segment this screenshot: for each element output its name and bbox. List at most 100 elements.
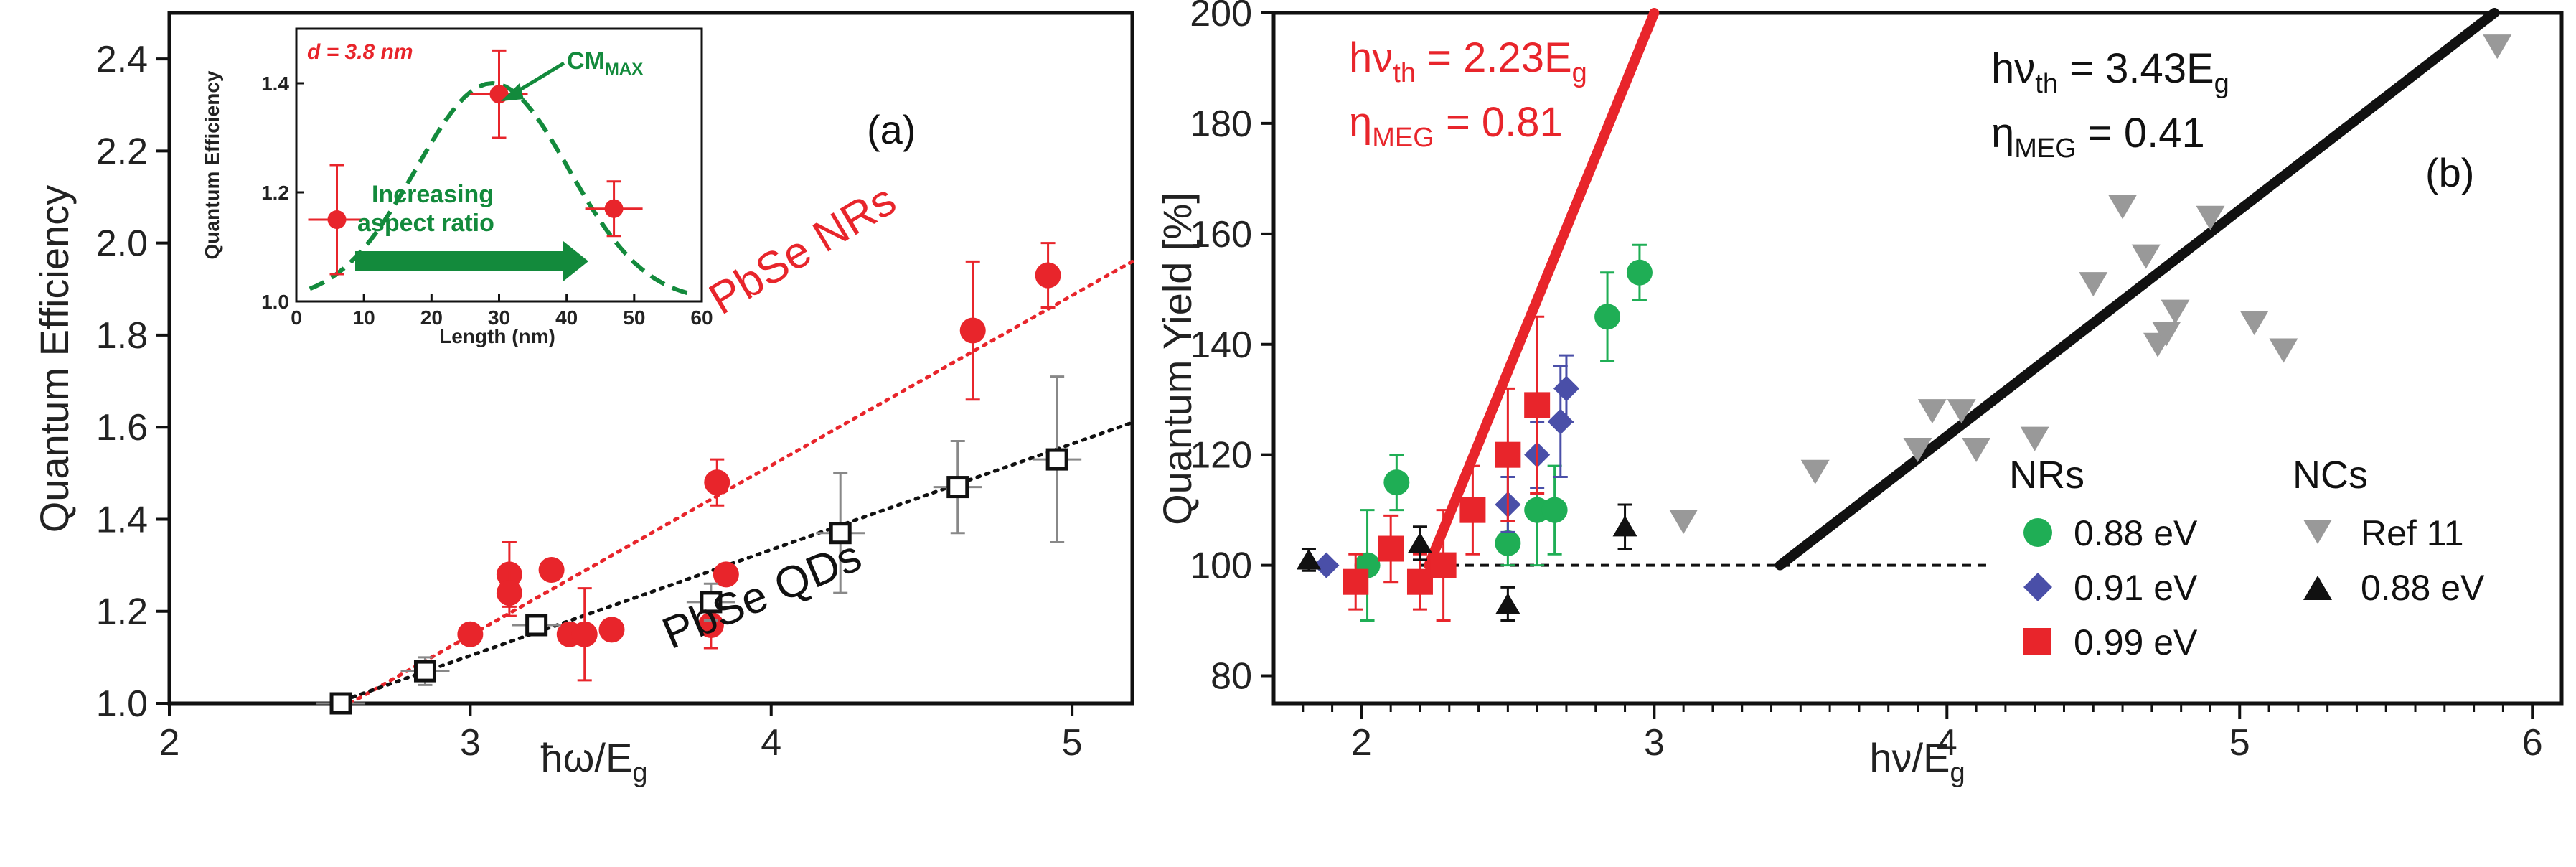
panel-b-data-point-3 — [1669, 510, 1698, 535]
panel-a-ytick-label: 2.2 — [96, 131, 148, 172]
inset-xtick-label: 0 — [291, 306, 302, 329]
panel-b-fit-line-1 — [1774, 8, 2500, 571]
legend-marker-ref11 — [2303, 520, 2332, 544]
panel-b-data-point-0 — [1495, 530, 1521, 556]
legend-marker-nr-088 — [2023, 518, 2052, 547]
panel-b-ytick-label: 80 — [1211, 656, 1252, 698]
inset-ytick-label: 1.2 — [261, 182, 289, 204]
legend-text-nr-091: 0.91 eV — [2074, 568, 2198, 608]
panel-b-data-point-3 — [2131, 244, 2161, 269]
nc-hv-value: = 3.43E — [2058, 45, 2214, 92]
panel-b-data-point-3 — [2020, 426, 2049, 451]
panel-a-fit-line-1 — [333, 421, 1134, 706]
nr-eta-main: η — [1349, 99, 1372, 146]
nr-data-point — [697, 611, 724, 638]
pbse-qds-label: PbSe QDs — [656, 531, 869, 659]
panel-a-xtick-label: 3 — [460, 722, 481, 764]
panel-a-ytick-label: 1.4 — [96, 499, 148, 540]
nr-data-point — [538, 557, 565, 584]
panel-b-data-point-1 — [1313, 552, 1340, 578]
qd-data-point — [946, 476, 969, 499]
qd-data-point — [525, 614, 548, 637]
panel-b-xtick-label: 5 — [2229, 722, 2250, 764]
nr-threshold-label: hνth = 2.23Eg — [1349, 34, 1587, 88]
legend: NRs NCs 0.88 eV 0.91 eV 0.99 eV Ref 11 0… — [2009, 454, 2485, 662]
panel-b-xtick-label: 3 — [1644, 722, 1665, 764]
inset-xtick-label: 20 — [420, 306, 443, 329]
nr-data-point — [1035, 262, 1061, 289]
panel-a-xtick-label: 4 — [761, 722, 781, 764]
inset-xtick-label: 40 — [555, 306, 578, 329]
qd-data-point — [829, 522, 852, 545]
inset-xtick-label: 10 — [353, 306, 375, 329]
panel-b-data-point-1 — [1553, 375, 1579, 402]
nc-hv-sub: th — [2035, 69, 2058, 99]
panel-b-data-point-4 — [1495, 593, 1520, 614]
panel-a-ytick-label: 2.0 — [96, 223, 148, 265]
panel-b-data-point-3 — [2079, 272, 2108, 297]
nc-eta-label: ηMEG = 0.41 — [1991, 110, 2205, 164]
panel-b-ytick-label: 120 — [1190, 435, 1252, 477]
panel-a-xtick-label: 5 — [1062, 722, 1083, 764]
nr-eta-value: = 0.81 — [1434, 99, 1563, 146]
panel-b-data-point-0 — [1626, 259, 1653, 286]
panel-b-ylabel: Quantum Yield [%] — [1155, 192, 1200, 525]
nr-data-point — [598, 617, 625, 643]
panel-b-data-point-2 — [1524, 392, 1551, 418]
panel-b-data-point-4 — [1296, 548, 1321, 570]
nr-eta-label: ηMEG = 0.81 — [1349, 99, 1563, 153]
panel-a-xtick-label: 2 — [159, 722, 180, 764]
inset-ylabel: Quantum Efficiency — [201, 70, 223, 259]
legend-group-nrs: NRs — [2009, 454, 2084, 497]
panel-b-xlabel: hν/Eg — [1869, 735, 1965, 788]
inset-data-point — [604, 199, 624, 218]
legend-group-ncs: NCs — [2293, 454, 2368, 497]
panel-b-data-point-2 — [1343, 568, 1369, 595]
legend-text-nc-088: 0.88 eV — [2361, 568, 2485, 608]
panel-b-xtick-label: 4 — [1937, 722, 1957, 764]
inset-bg — [271, 26, 709, 342]
panel-b-data-point-3 — [2483, 34, 2512, 60]
nc-eta-main: η — [1991, 110, 2014, 156]
panel-b-xlabel-sub: g — [1950, 758, 1965, 788]
inset-ytick-label: 1.0 — [261, 291, 289, 313]
panel-b-ytick-label: 200 — [1190, 0, 1252, 34]
panel-a-ytick-label: 1.0 — [96, 683, 148, 725]
inset-xtick-label: 30 — [488, 306, 510, 329]
panel-a-frame — [167, 11, 1134, 706]
nr-hv-sub: th — [1393, 58, 1416, 88]
legend-marker-nr-091 — [2023, 573, 2052, 601]
panel-b-data-point-3 — [1903, 437, 1932, 462]
panel-b-data-point-3 — [1800, 459, 1830, 484]
nr-hv-main: hν — [1349, 34, 1393, 81]
inset-chart: 0 10 20 30 40 50 601.01.21.4 d = 3.8 nm CMMAX … — [201, 26, 713, 347]
panel-b-data-point-3 — [1947, 399, 1976, 424]
inset-gaussian-curve — [309, 80, 690, 296]
panel-b-ytick-label: 160 — [1190, 214, 1252, 256]
inset-xtick-label: 60 — [690, 306, 713, 329]
panel-a-label: (a) — [867, 107, 916, 152]
legend-text-nr-099: 0.99 eV — [2074, 622, 2198, 662]
panel-a-ylabel: Quantum Efficiency — [32, 185, 77, 533]
inset-arrow-text-1: Increasing — [372, 181, 494, 208]
legend-marker-nc-088 — [2303, 576, 2332, 600]
qd-data-point — [700, 591, 723, 614]
panel-b-data-point-3 — [2152, 322, 2181, 347]
panel-b-data-point-2 — [1495, 441, 1521, 468]
inset-cm-sub: MAX — [605, 60, 643, 79]
panel-b-data-point-0 — [1541, 497, 1568, 523]
inset-aspect-arrow — [355, 241, 588, 281]
nr-data-point — [959, 317, 986, 344]
panel-b-data-point-2 — [1430, 552, 1457, 578]
nc-hv-value-sub: g — [2214, 69, 2229, 99]
panel-a-xlabel-sub: g — [632, 758, 647, 788]
panel-b-data-point-3 — [2196, 205, 2225, 230]
panel-a-xlabel-main: ħω/E — [541, 735, 633, 780]
pbse-nrs-label: PbSe NRs — [701, 175, 905, 324]
panel-b-ytick-label: 140 — [1190, 324, 1252, 366]
qd-data-point — [1045, 448, 1068, 471]
panel-b-xtick-label: 6 — [2522, 722, 2543, 764]
panel-b-data-point-4 — [1407, 532, 1432, 553]
panel-b-ytick-label: 180 — [1190, 103, 1252, 145]
